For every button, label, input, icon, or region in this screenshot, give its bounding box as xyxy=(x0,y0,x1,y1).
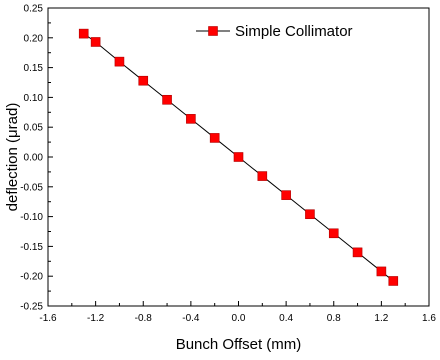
legend: Simple Collimator xyxy=(196,23,353,40)
data-point xyxy=(233,152,244,162)
data-point xyxy=(162,94,172,105)
data-point xyxy=(281,190,291,200)
y-tick-label: -0.05 xyxy=(20,182,43,193)
y-tick-label: 0.25 xyxy=(24,4,44,15)
data-point xyxy=(90,37,101,47)
data-point xyxy=(257,171,268,181)
plot-series xyxy=(78,28,399,286)
y-tick-label: -0.10 xyxy=(20,212,43,223)
y-tick-label: -0.20 xyxy=(20,272,43,283)
y-tick-label: -0.15 xyxy=(20,242,43,253)
x-tick-label: 1.6 xyxy=(422,313,436,324)
y-tick-label: 0.10 xyxy=(24,93,44,104)
x-tick-label: -0.8 xyxy=(135,313,153,324)
legend-label: Simple Collimator xyxy=(235,23,353,40)
data-point xyxy=(209,133,220,143)
y-tick-label: -0.25 xyxy=(20,302,43,313)
data-point xyxy=(78,28,89,39)
y-tick-label: 0.20 xyxy=(24,33,44,44)
x-tick-label: 1.2 xyxy=(374,313,388,324)
x-tick-label: 0.4 xyxy=(279,313,293,324)
x-tick-label: 0.8 xyxy=(327,313,341,324)
x-tick-label: 0.0 xyxy=(232,313,246,324)
x-tick-label: -0.4 xyxy=(182,313,200,324)
ticks: -1.6 -1.2 -0.8 -0.4 0.0 0.4 0.8 1.2 1.6 -0.25 -0.2… xyxy=(20,4,436,325)
y-axis-title: deflection (μrad) xyxy=(4,103,21,212)
data-point xyxy=(376,266,387,277)
x-axis-title: Bunch Offset (mm) xyxy=(176,336,302,353)
data-point xyxy=(138,75,149,86)
data-point xyxy=(305,209,315,220)
x-tick-label: -1.2 xyxy=(87,313,105,324)
legend-marker xyxy=(208,26,218,36)
data-point xyxy=(352,247,363,258)
y-tick-label: 0.05 xyxy=(24,123,44,134)
data-point xyxy=(388,276,399,286)
x-tick-label: -1.6 xyxy=(39,313,57,324)
data-point xyxy=(328,228,339,239)
plot-frame xyxy=(47,7,430,307)
data-point xyxy=(186,114,196,124)
data-point xyxy=(114,56,125,67)
y-tick-label: 0.15 xyxy=(24,63,44,74)
y-tick-label: 0.00 xyxy=(24,153,44,164)
